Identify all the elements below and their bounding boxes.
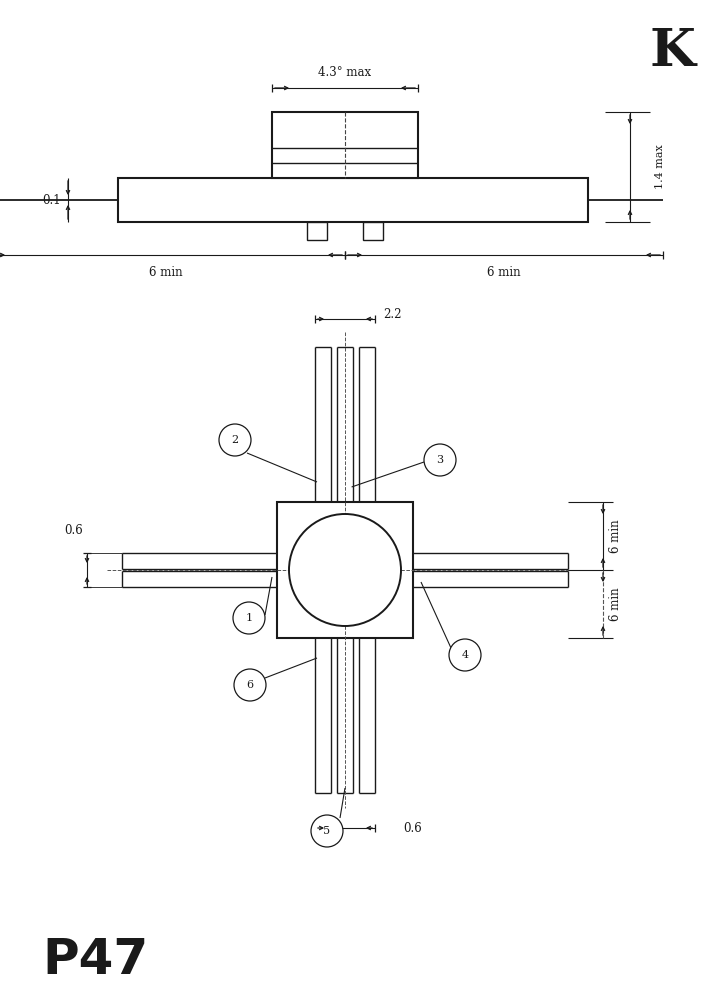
Text: 3: 3	[436, 455, 443, 465]
Text: 6 min: 6 min	[149, 266, 183, 279]
Text: 0.1: 0.1	[43, 194, 61, 207]
Text: 0.6: 0.6	[64, 523, 83, 536]
Bar	[363, 222, 383, 240]
Circle shape	[424, 444, 456, 476]
Text: P47: P47	[42, 936, 149, 984]
Text: 5: 5	[323, 826, 331, 836]
Text: 6 min: 6 min	[609, 588, 622, 621]
Circle shape	[449, 639, 481, 671]
Bar	[272, 112, 418, 178]
Circle shape	[219, 424, 251, 456]
Text: 2: 2	[231, 435, 238, 445]
Circle shape	[311, 815, 343, 847]
Text: 6 min: 6 min	[487, 266, 521, 279]
Bar	[277, 502, 413, 638]
Text: 6 min: 6 min	[609, 519, 622, 552]
Text: 1.4 max: 1.4 max	[655, 144, 665, 190]
Text: 6: 6	[246, 680, 253, 690]
Circle shape	[234, 669, 266, 701]
Text: 4: 4	[461, 650, 468, 660]
Circle shape	[289, 514, 401, 626]
Text: K: K	[649, 26, 695, 78]
Circle shape	[233, 602, 265, 634]
Text: 1: 1	[246, 613, 253, 623]
Bar	[118, 178, 588, 222]
Text: 4.3° max: 4.3° max	[318, 66, 371, 79]
Text: 0.6: 0.6	[403, 822, 422, 835]
Bar	[307, 222, 327, 240]
Text: 2.2: 2.2	[383, 308, 401, 322]
